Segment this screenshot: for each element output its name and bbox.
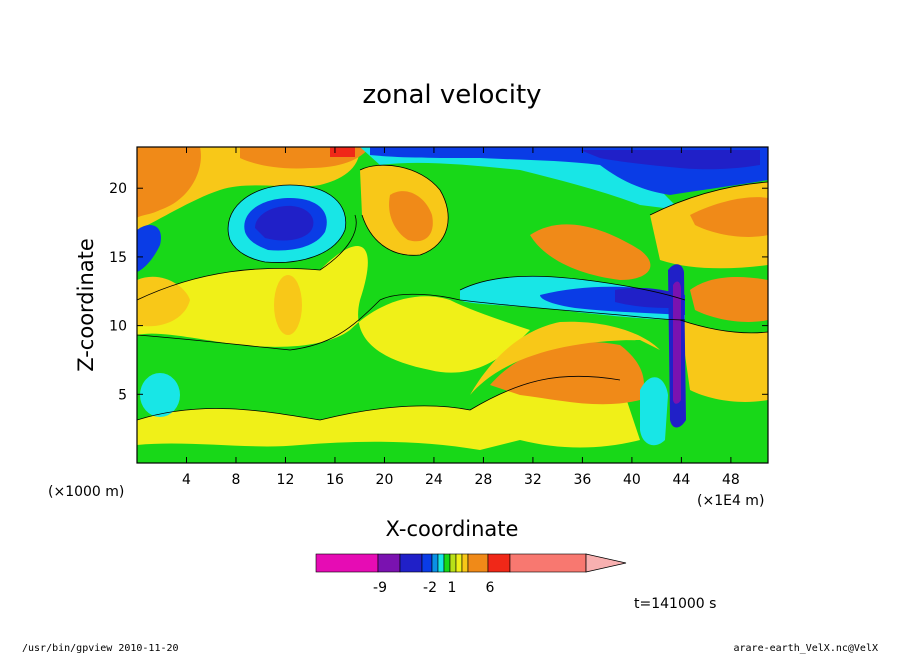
x-tick-label: 24	[425, 472, 443, 488]
contour-lines	[137, 164, 768, 421]
colorbar-segment	[377, 553, 401, 573]
x-axis-ticks: 4 8 12 16 20 24 28 32 36 40 44 48	[182, 147, 740, 488]
colorbar-segment	[467, 553, 489, 573]
region-left-edge-blue	[137, 225, 161, 272]
y-tick-label: 5	[118, 387, 127, 403]
contour-line	[137, 214, 357, 301]
plot-frame	[136, 146, 769, 464]
colorbar-labels: -9 -2 1 6	[373, 580, 495, 596]
x-axis-label: X-coordinate	[386, 517, 519, 541]
region-right-lower-yellow	[470, 321, 660, 395]
x-tick-label: 16	[326, 472, 344, 488]
region-top-middle-orange	[389, 191, 433, 242]
contour-line	[459, 299, 686, 321]
x-tick-label: 32	[524, 472, 542, 488]
x-tick-label: 44	[672, 472, 690, 488]
x-tick-label: 36	[573, 472, 591, 488]
region-right-lower-orange-2	[690, 277, 768, 322]
contour-line	[359, 164, 449, 256]
x-tick-label: 8	[232, 472, 241, 488]
colorbar-segment	[461, 553, 469, 573]
x-tick-label: 48	[722, 472, 740, 488]
x-tick-label: 40	[623, 472, 641, 488]
colorbar-segment	[399, 553, 423, 573]
x-unit-label: (×1000 m)	[48, 484, 124, 500]
y-tick-label: 10	[109, 319, 127, 335]
colorbar-extend-arrow	[585, 553, 627, 573]
region-mid-right-darkblue	[615, 287, 672, 308]
region-right-mid-yellow	[680, 320, 768, 402]
colorbar-segment	[437, 553, 445, 573]
colorbar-segment	[315, 553, 379, 573]
x-tick-label: 4	[182, 472, 191, 488]
y-tick-label: 20	[109, 181, 127, 197]
colorbar-segment	[455, 553, 463, 573]
footer-right: arare-earth_VelX.nc@VelX	[734, 643, 879, 654]
y-axis-ticks: 5 10 15 20	[109, 181, 768, 403]
region-right-lower-orange	[490, 341, 644, 405]
region-upper-right-darkblue	[580, 150, 760, 170]
region-upper-left-orange	[137, 147, 201, 218]
y-axis-label: Z-coordinate	[74, 238, 98, 372]
colorbar-segment	[487, 553, 511, 573]
contour-line	[137, 293, 461, 351]
contour-line	[227, 184, 347, 263]
contour-line	[137, 375, 621, 421]
region-mid-yellow	[137, 246, 530, 373]
region-mid-right-orange	[530, 224, 651, 280]
region-left-orange	[137, 276, 190, 327]
footer-left: /usr/bin/gpview 2010-11-20	[22, 643, 179, 654]
contour-line	[459, 275, 686, 301]
region-bottom-left-cyan	[140, 373, 180, 417]
region-upper-left-darkblue	[255, 205, 314, 241]
y-tick-label: 15	[109, 250, 127, 266]
colorbar-label: 1	[448, 580, 457, 596]
chart-title: zonal velocity	[362, 80, 541, 110]
colorbar-segment	[421, 553, 433, 573]
region-turbulent-strip-core	[673, 281, 681, 404]
colorbar-segment	[443, 553, 451, 573]
colorbar-segment	[431, 553, 439, 573]
contour-line	[679, 319, 768, 334]
x-tick-label: 12	[277, 472, 295, 488]
region-orange-ellipse	[274, 275, 302, 335]
plot-area	[137, 147, 768, 463]
contour-line	[649, 181, 768, 216]
colorbar	[315, 553, 627, 573]
colorbar-segment	[449, 553, 457, 573]
x-unit-label-right: (×1E4 m)	[697, 493, 764, 509]
colorbar-label: -9	[373, 580, 387, 596]
region-right-upper-orange	[690, 197, 768, 237]
region-red-top	[330, 147, 355, 157]
colorbar-segment	[509, 553, 587, 573]
colorbar-label: -2	[423, 580, 437, 596]
region-low-level-positive	[137, 376, 640, 450]
colorbar-label: 6	[486, 580, 495, 596]
region-lower-right-cyan	[640, 377, 668, 446]
x-tick-label: 20	[376, 472, 394, 488]
time-label: t=141000 s	[634, 596, 716, 612]
x-tick-label: 28	[475, 472, 493, 488]
